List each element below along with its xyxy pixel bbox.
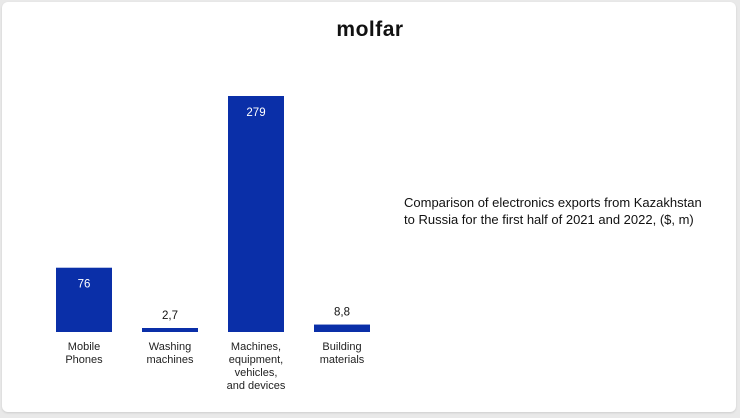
bar-3 (314, 324, 370, 332)
chart-title: Comparison of electronics exports from K… (404, 195, 702, 227)
bar-value-label-2: 279 (246, 107, 265, 119)
bar-value-label-1: 2,7 (162, 310, 178, 322)
bar-0 (56, 267, 112, 332)
bar-value-label-0: 76 (78, 279, 91, 291)
bar-1 (142, 328, 198, 332)
bar-2 (228, 96, 284, 332)
brand-logo: molfar (336, 18, 404, 41)
category-label-2-2: vehicles, (235, 367, 278, 379)
bar-value-label-3: 8,8 (334, 307, 350, 319)
category-label-3-1: materials (320, 354, 365, 366)
category-label-2-1: equipment, (229, 354, 283, 366)
category-label-3-0: Building (322, 341, 361, 353)
category-label-1-0: Washing (149, 341, 191, 353)
category-label-1-1: machines (146, 354, 194, 366)
category-label-0-0: Mobile (68, 341, 100, 353)
category-label-0-1: Phones (65, 354, 103, 366)
chart-card (2, 2, 736, 412)
category-label-2-3: and devices (227, 380, 286, 392)
category-label-2-0: Machines, (231, 341, 281, 353)
